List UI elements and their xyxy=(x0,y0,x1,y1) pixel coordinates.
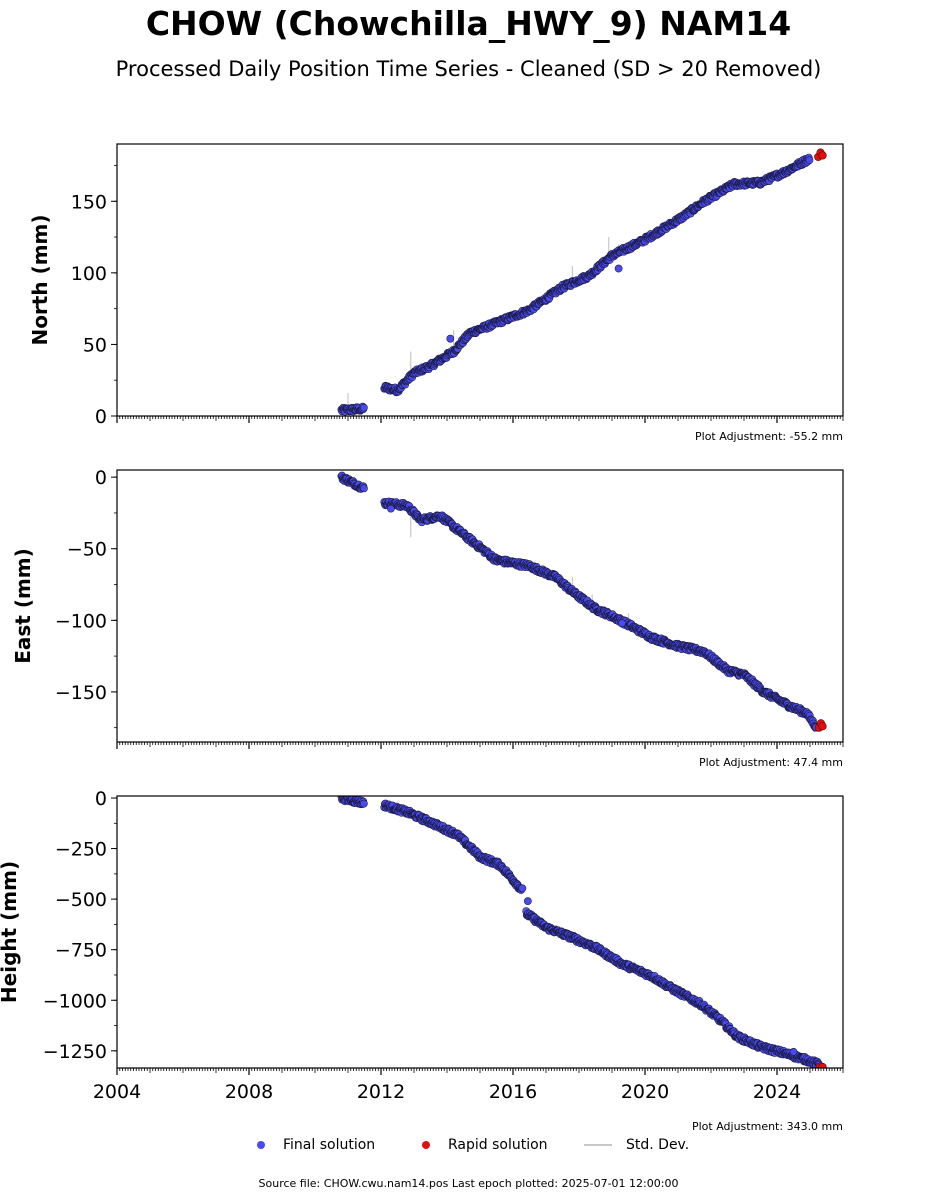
y-tick-label: −1250 xyxy=(43,1041,107,1063)
chart-subtitle: Processed Daily Position Time Series - C… xyxy=(115,57,822,81)
legend-label-rapid: Rapid solution xyxy=(448,1137,548,1153)
final-solution-point xyxy=(386,504,395,513)
x-tick-label: 2008 xyxy=(225,1081,273,1103)
plot-adjustment-label: Plot Adjustment: 47.4 mm xyxy=(699,756,843,769)
final-solution-point xyxy=(446,334,455,343)
x-tick-label: 2004 xyxy=(93,1081,141,1103)
y-tick-label: −150 xyxy=(55,682,107,704)
final-solution-point xyxy=(789,1047,798,1056)
legend-item-final: Final solution xyxy=(257,1137,375,1153)
rapid-solution-point xyxy=(818,151,827,160)
legend-label-final: Final solution xyxy=(283,1137,376,1153)
legend-label-stddev: Std. Dev. xyxy=(626,1137,690,1153)
final-solution-marker-icon xyxy=(257,1141,265,1149)
final-solution-point xyxy=(360,799,368,808)
source-note: Source file: CHOW.cwu.nam14.pos Last epo… xyxy=(258,1177,679,1190)
legend-item-rapid: Rapid solution xyxy=(422,1137,548,1153)
y-axis-label: East (mm) xyxy=(11,548,35,664)
final-solution-point xyxy=(360,403,368,412)
y-axis-label: North (mm) xyxy=(28,214,52,345)
chart-title: CHOW (Chowchilla_HWY_9) NAM14 xyxy=(145,4,792,43)
plot-adjustment-label: Plot Adjustment: -55.2 mm xyxy=(695,430,843,443)
legend-item-stddev: Std. Dev. xyxy=(584,1137,689,1153)
rapid-solution-point xyxy=(818,1062,827,1068)
final-solution-point xyxy=(805,156,814,165)
panel-2-frame xyxy=(116,795,844,1069)
x-tick-label: 2020 xyxy=(621,1081,669,1103)
x-tick-label: 2012 xyxy=(357,1081,405,1103)
final-solution-point xyxy=(618,619,626,628)
plot-adjustment-label: Plot Adjustment: 343.0 mm xyxy=(692,1120,843,1133)
rapid-solution-point xyxy=(818,722,827,731)
y-axis-label: Height (mm) xyxy=(0,861,21,1003)
panel-1-frame xyxy=(116,469,844,743)
panel-1-plot-area xyxy=(337,471,827,732)
x-tick-label: 2016 xyxy=(489,1081,537,1103)
y-tick-label: −750 xyxy=(55,940,107,962)
final-solution-point xyxy=(518,884,527,893)
panel-2-plot-area xyxy=(337,796,827,1068)
y-tick-label: 0 xyxy=(95,467,107,489)
y-tick-label: 100 xyxy=(71,263,107,285)
final-solution-point xyxy=(523,897,532,906)
y-tick-label: 0 xyxy=(95,406,107,428)
y-tick-label: −500 xyxy=(55,889,107,911)
final-solution-point xyxy=(614,264,623,273)
y-tick-label: −50 xyxy=(67,539,107,561)
rapid-solution-marker-icon xyxy=(422,1141,430,1149)
y-tick-label: −250 xyxy=(55,839,107,861)
std-dev-line-icon xyxy=(584,1144,612,1146)
y-tick-label: 0 xyxy=(95,788,107,810)
legend: Final solution Rapid solution Std. Dev. xyxy=(0,1137,937,1157)
y-tick-label: −1000 xyxy=(43,990,107,1012)
y-tick-label: 150 xyxy=(71,191,107,213)
y-tick-label: 50 xyxy=(83,334,107,356)
y-tick-label: −100 xyxy=(55,610,107,632)
x-tick-label: 2024 xyxy=(753,1081,801,1103)
final-solution-point xyxy=(360,484,368,493)
panel-0-plot-area xyxy=(337,148,827,416)
